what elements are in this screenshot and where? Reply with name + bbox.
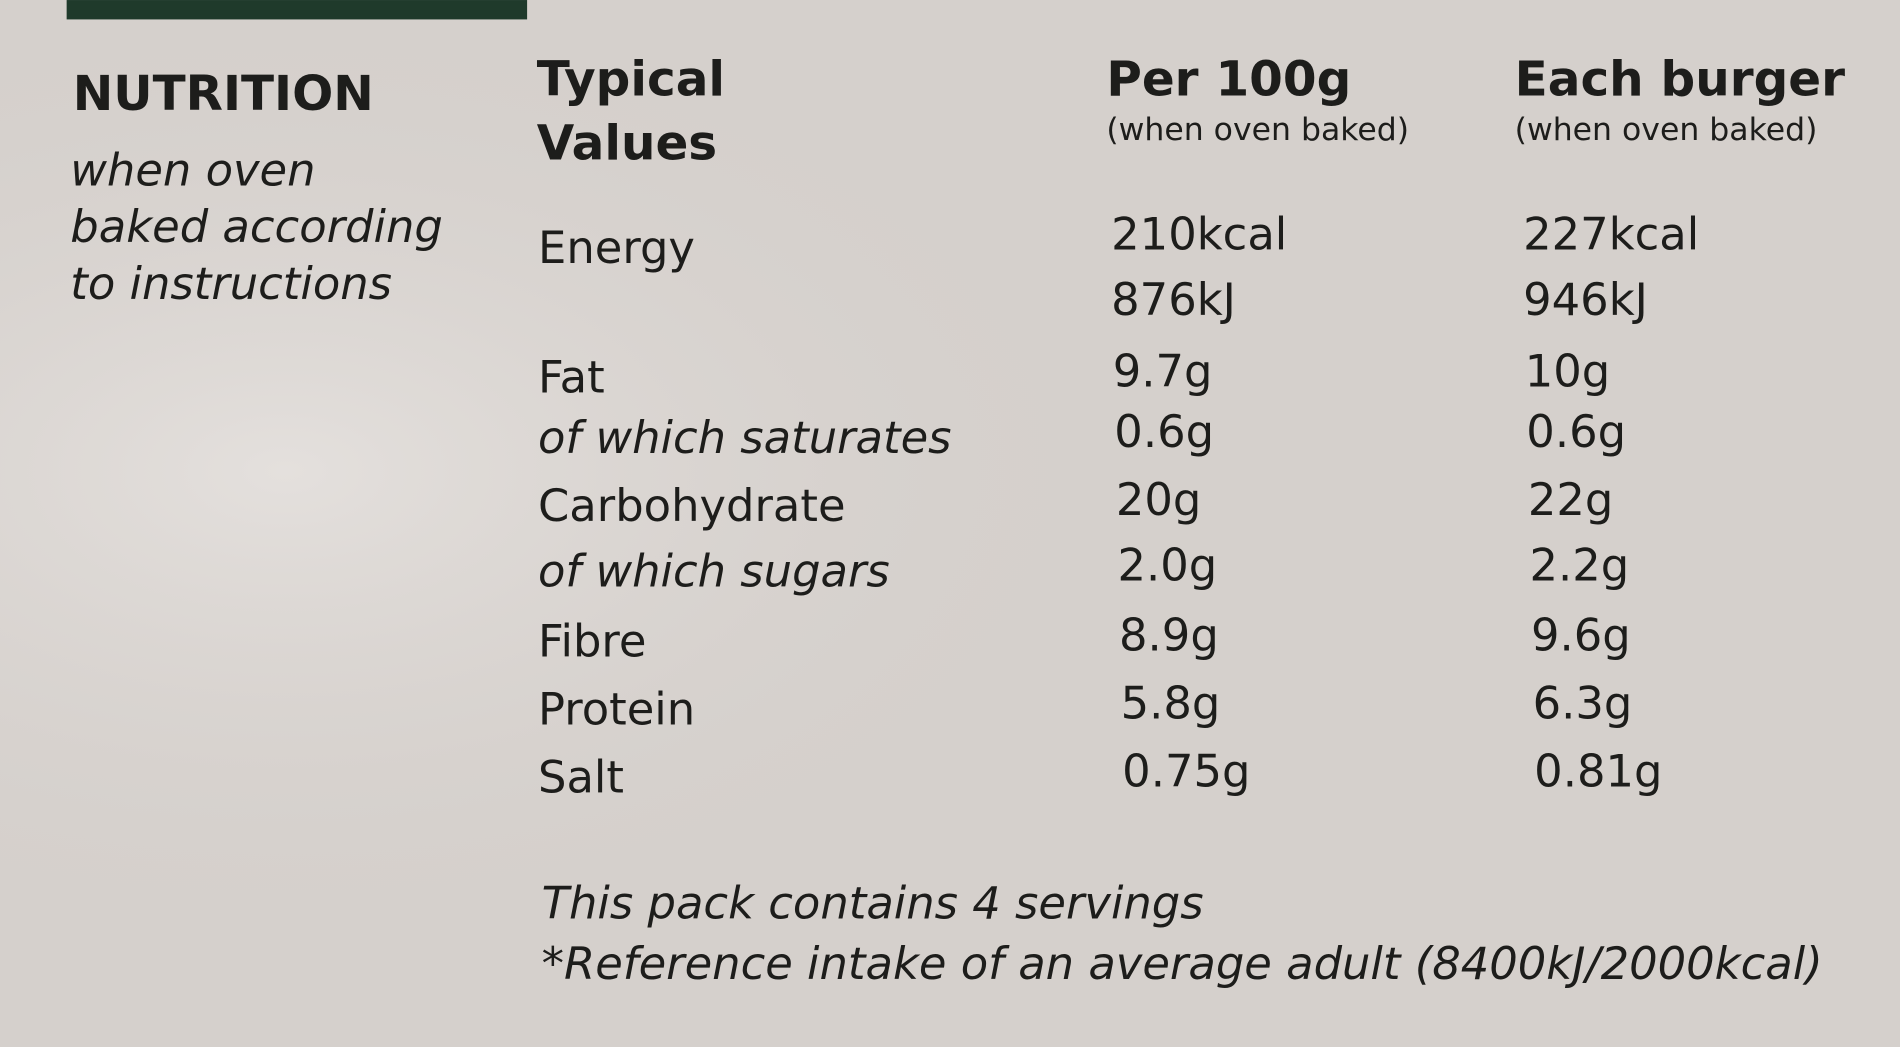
row-value: 22g — [1528, 473, 1614, 526]
row-label: Fibre — [538, 615, 646, 668]
row-value: 210kcal — [1111, 208, 1287, 261]
subtitle-line: baked according — [70, 200, 443, 253]
row-value: 0.6g — [1526, 405, 1626, 458]
column-title: Values — [537, 116, 717, 172]
column-title: Each burger — [1515, 51, 1845, 107]
row-value: 2.2g — [1529, 538, 1629, 591]
row-value: 946kJ — [1523, 273, 1648, 326]
column-note: (when oven baked) — [1515, 112, 1818, 148]
row-value: 876kJ — [1111, 273, 1236, 326]
footer-line: This pack contains 4 servings — [542, 876, 1204, 929]
row-value: 227kcal — [1523, 208, 1699, 261]
row-label: Energy — [538, 221, 695, 274]
row-value: 20g — [1116, 473, 1202, 526]
row-value: 0.75g — [1122, 744, 1250, 797]
footer-line: *Reference intake of an average adult (8… — [542, 937, 1823, 990]
row-value: 8.9g — [1119, 609, 1219, 662]
row-value: 9.6g — [1531, 609, 1631, 662]
row-label: of which sugars — [538, 544, 890, 597]
row-value: 2.0g — [1117, 538, 1217, 591]
row-label: Protein — [538, 683, 695, 736]
row-value: 0.81g — [1534, 744, 1662, 797]
top-bar — [66, 0, 528, 20]
row-value: 5.8g — [1121, 676, 1221, 729]
title: NUTRITION — [73, 66, 374, 122]
row-label: of which saturates — [538, 411, 952, 464]
row-label: Salt — [538, 750, 624, 803]
row-label: Carbohydrate — [538, 479, 846, 532]
row-label: Fat — [538, 351, 605, 404]
subtitle-line: to instructions — [70, 257, 392, 310]
row-value: 6.3g — [1533, 676, 1633, 729]
row-value: 0.6g — [1114, 405, 1214, 458]
column-title: Typical — [537, 51, 725, 107]
column-title: Per 100g — [1106, 51, 1351, 107]
subtitle-line: when oven — [70, 143, 315, 196]
row-value: 10g — [1525, 344, 1611, 397]
column-note: (when oven baked) — [1106, 112, 1409, 148]
row-value: 9.7g — [1113, 344, 1213, 397]
